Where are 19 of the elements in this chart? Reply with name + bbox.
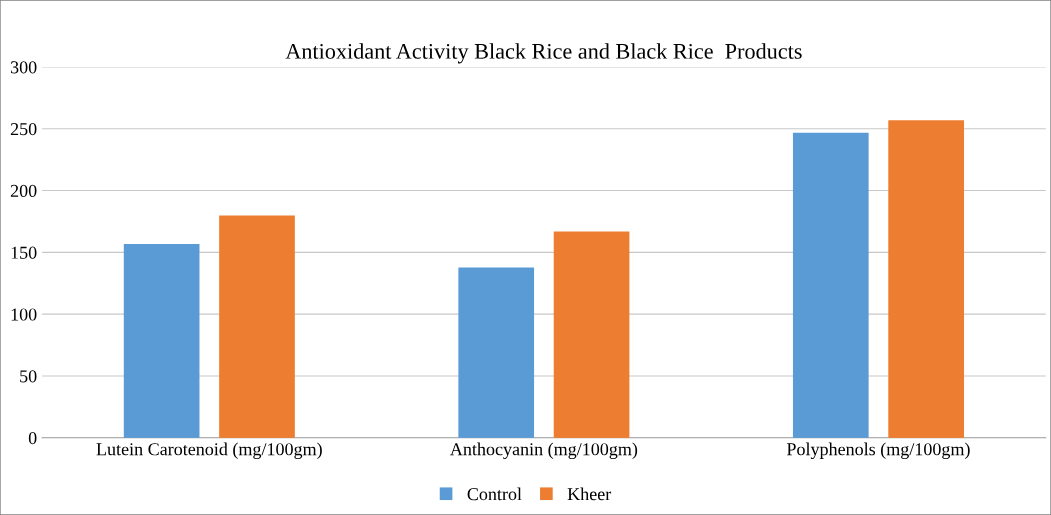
y-tick-label: 300: [10, 61, 37, 74]
legend-label: Control: [467, 487, 522, 501]
legend-label: Kheer: [567, 487, 612, 501]
x-tick-label: Anthocyanin (mg/100gm): [450, 442, 638, 460]
y-tick-label: 250: [10, 123, 37, 136]
x-tick-label: Polyphenols (mg/100gm): [786, 442, 970, 460]
bar: [123, 243, 200, 438]
bar: [219, 215, 295, 438]
bar: [458, 267, 535, 438]
y-tick-label: 150: [11, 246, 37, 259]
y-tick-label: 100: [11, 308, 37, 321]
chart-title: Antioxidant Activity Black Rice and Black Rice Products: [285, 43, 802, 64]
x-tick-label: Lutein Carotenoid (mg/100gm): [96, 442, 322, 460]
y-tick-label: 0: [28, 432, 37, 445]
y-tick-label: 200: [10, 184, 37, 197]
bar: [553, 231, 630, 438]
bar: [792, 132, 869, 438]
bar: [888, 120, 964, 438]
y-tick-label: 50: [20, 370, 37, 383]
